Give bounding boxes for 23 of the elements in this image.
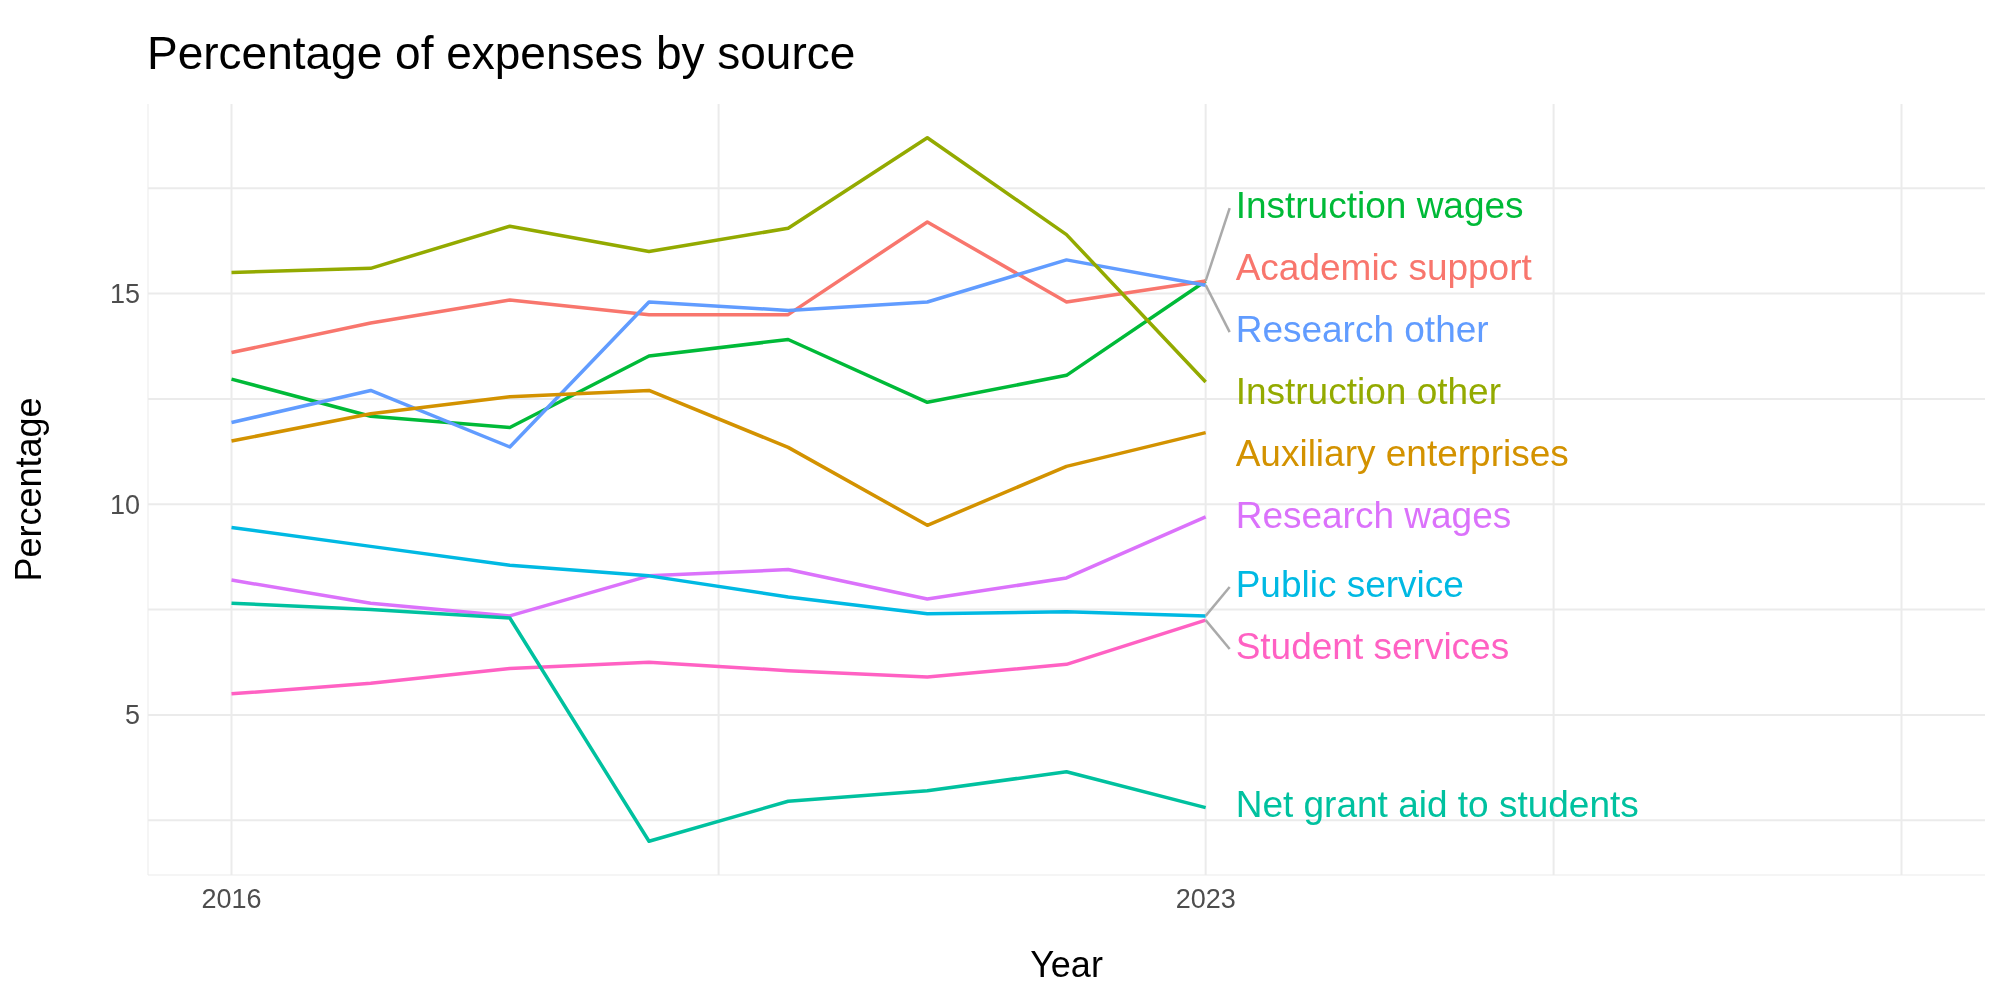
series-label: Instruction other (1235, 370, 1501, 412)
x-tick-label: 2016 (201, 884, 262, 915)
series-label: Research wages (1235, 494, 1512, 536)
series-label: Research other (1235, 308, 1489, 350)
series-label: Academic support (1235, 246, 1533, 288)
series-label: Instruction wages (1235, 184, 1524, 226)
line-series (229, 618, 1208, 696)
line-series (229, 601, 1208, 844)
series-label: Auxiliary enterprises (1235, 432, 1569, 474)
series-label: Public service (1235, 563, 1464, 605)
y-axis-title: Percentage (7, 397, 49, 582)
y-tick-label: 10 (109, 489, 140, 520)
series-label: Net grant aid to students (1235, 784, 1639, 826)
x-tick-label: 2023 (1175, 884, 1236, 915)
line-series (229, 220, 1208, 355)
series-label: Student services (1235, 625, 1510, 667)
y-tick-label: 5 (124, 700, 140, 731)
y-tick-label: 15 (109, 279, 140, 310)
chart-title: Percentage of expenses by source (147, 26, 856, 80)
x-axis-title: Year (1030, 944, 1103, 985)
line-series (229, 135, 1208, 384)
line-series (229, 258, 1208, 449)
line-series (229, 388, 1208, 528)
